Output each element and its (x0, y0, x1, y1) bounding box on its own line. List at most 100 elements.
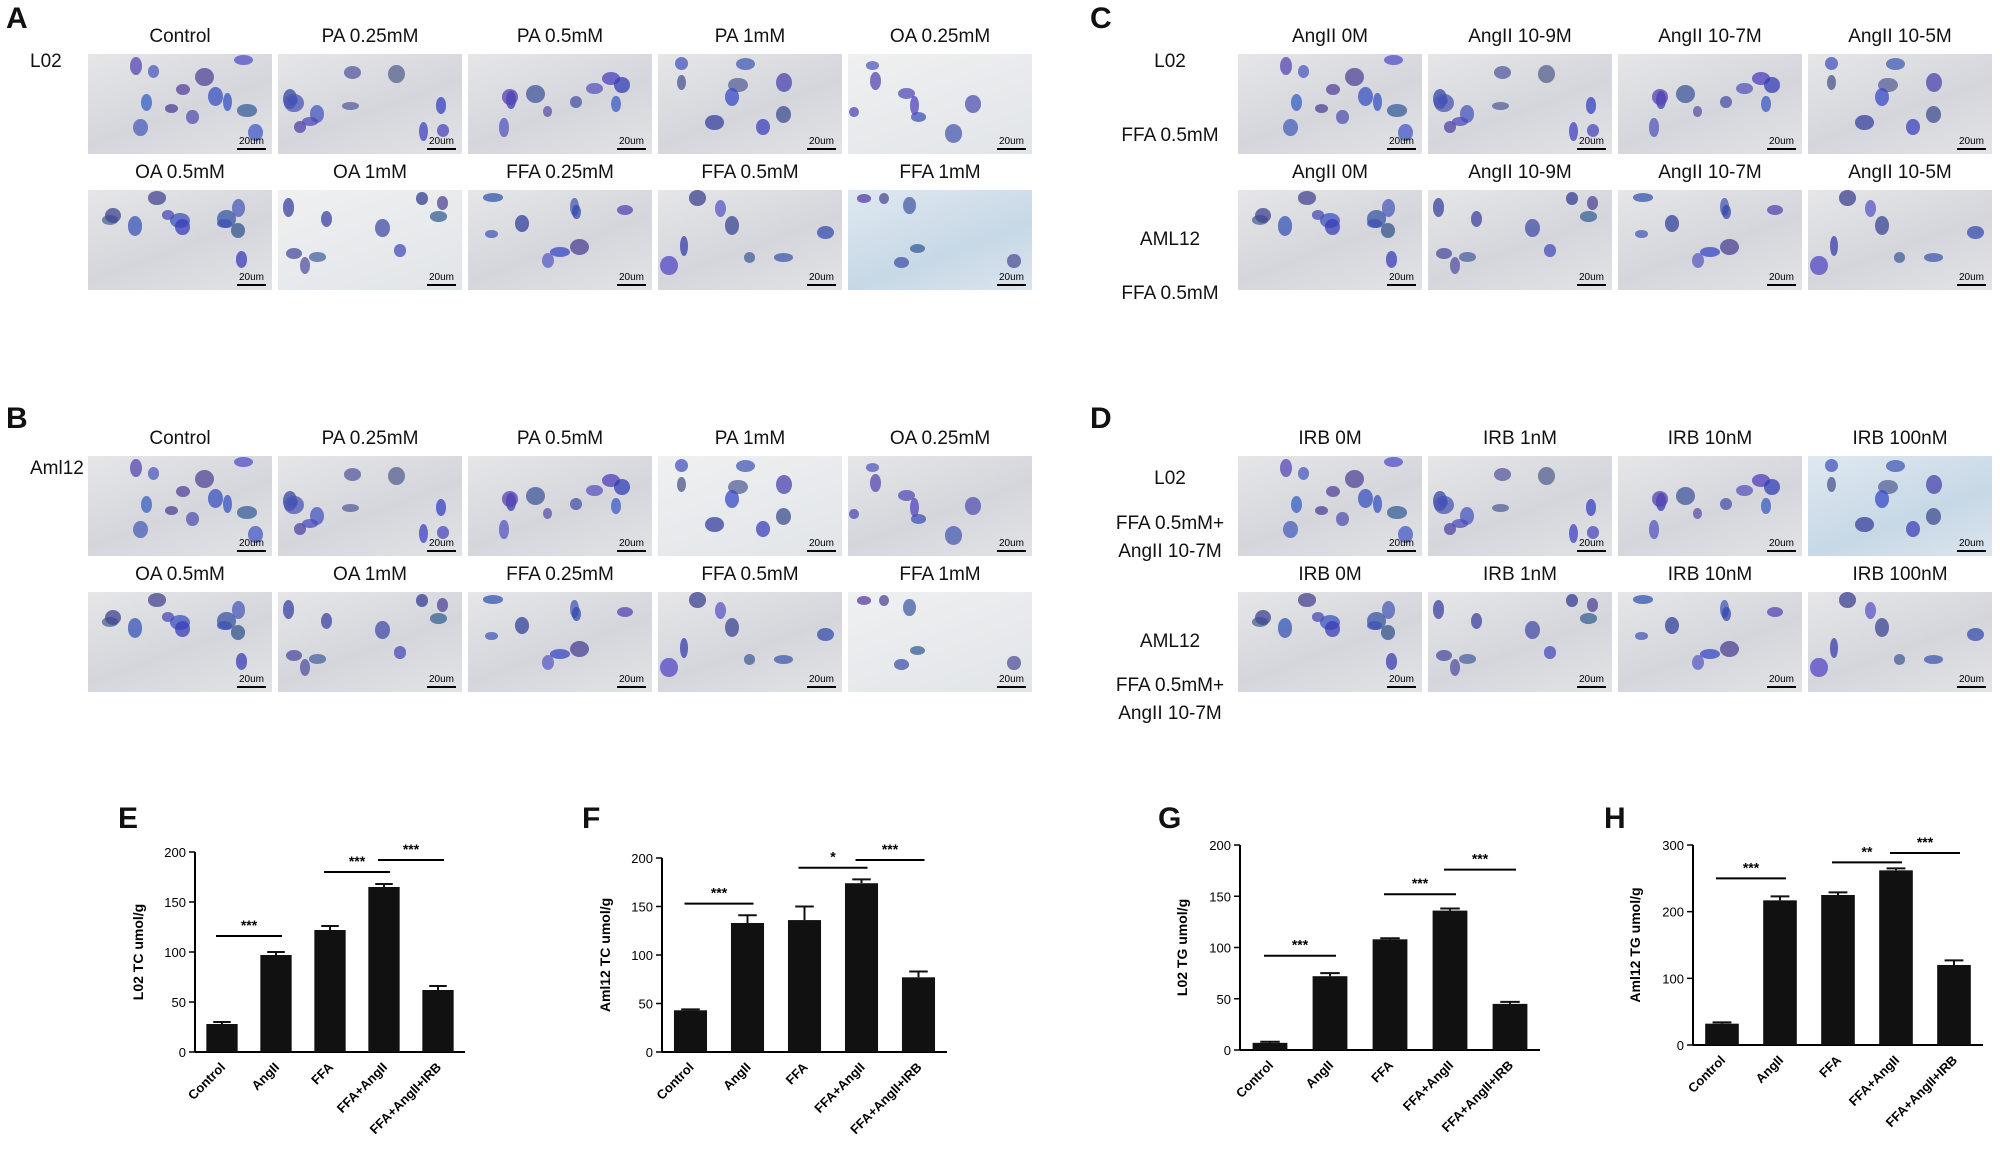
stained-cell (436, 97, 447, 114)
scale-bar: 20um (616, 273, 646, 286)
stained-cell (1312, 210, 1324, 220)
stained-cell (162, 612, 174, 622)
stained-cell (1719, 497, 1733, 511)
stained-cell (233, 457, 253, 468)
chart-e: 0 50 100 150 200 L02 TC umol/g Control AngII FFA… (130, 841, 465, 1137)
x-tick-label: AngII (1303, 1058, 1337, 1092)
stained-cell (1297, 65, 1309, 78)
y-tick-label: 0 (1224, 1043, 1231, 1058)
stained-cell (1432, 198, 1444, 217)
stained-cell (1635, 631, 1649, 641)
panel-b-cell-line: Aml12 (30, 458, 84, 479)
panel-c-title-r2c1: AngII 0M (1291, 162, 1369, 183)
stained-cell (1387, 506, 1407, 519)
stained-cell (1452, 518, 1469, 529)
stained-cell (216, 620, 232, 631)
significance-label: *** (1412, 875, 1429, 891)
stained-cell (1568, 523, 1578, 544)
stained-cell (944, 123, 963, 143)
panel-d-micrograph-r2c4: 20um (1808, 592, 1992, 692)
scale-bar: 20um (426, 675, 456, 688)
stained-cell (1651, 491, 1669, 508)
stained-cell (437, 195, 449, 210)
panel-a-title-r2c2: OA 1mM (333, 162, 407, 183)
stained-cell (501, 491, 519, 508)
stained-cell (1827, 74, 1837, 91)
chart-g: 0 50 100 150 200 L02 TG umol/g Control AngII FFA… (1174, 838, 1540, 1135)
x-tick-label: FFA+AngII (1846, 1053, 1902, 1109)
panel-c-title-r1c4: AngII 10-5M (1848, 26, 1952, 47)
stained-cell (848, 508, 859, 520)
scale-bar: 20um (426, 273, 456, 286)
panel-d-micrograph-r1c2: 20um (1428, 456, 1612, 556)
stained-cell (865, 462, 880, 472)
stained-cell (848, 106, 859, 118)
stained-cell (677, 476, 687, 493)
stained-cell (1699, 649, 1720, 660)
significance-label: *** (349, 853, 366, 869)
stained-cell (1297, 191, 1317, 206)
stained-cell (894, 257, 909, 269)
scale-bar: 20um (1766, 675, 1796, 688)
panel-d-title-r1c3: IRB 10nM (1667, 428, 1753, 449)
stained-cell (1568, 121, 1578, 142)
scale-bar: 20um (1956, 273, 1986, 286)
stained-cell (1925, 474, 1943, 495)
bar-ffa-angii-irb (422, 990, 454, 1052)
panel-d-micrograph-r1c1: 20um (1238, 456, 1422, 556)
panel-c-title-r1c2: AngII 10-9M (1468, 26, 1572, 47)
panel-a-title-r2c4: FFA 0.5mM (701, 162, 799, 183)
stained-cell (1314, 103, 1328, 113)
panel-letter-f: F (582, 802, 601, 835)
panel-b-micrograph-r1c5: 20um (848, 456, 1032, 556)
panel-a-title-r2c3: FFA 0.25mM (506, 162, 614, 183)
stained-cell (285, 247, 303, 259)
stained-cell (1874, 617, 1890, 638)
stained-cell (870, 71, 882, 90)
scale-bar: 20um (996, 675, 1026, 688)
stained-cell (1735, 485, 1753, 497)
stained-cell (1586, 499, 1597, 516)
panel-b-title-r2c1: OA 0.5mM (135, 564, 225, 585)
stained-cell (127, 216, 143, 236)
stained-cell (308, 654, 327, 664)
stained-cell (817, 226, 834, 240)
stained-cell (1692, 105, 1702, 117)
stained-cell (104, 609, 121, 626)
significance-label: ** (1862, 843, 1873, 859)
stained-cell (302, 518, 319, 529)
x-tick-label: FFA (783, 1059, 811, 1087)
stained-cell (910, 514, 927, 524)
x-tick-label: FFA+AngII (811, 1060, 867, 1116)
stained-cell (1291, 94, 1303, 111)
panel-letter-h: H (1604, 802, 1626, 835)
scale-bar: 20um (616, 137, 646, 150)
stained-cell (525, 85, 546, 103)
panel-b-micrograph-r1c2: 20um (278, 456, 462, 556)
panel-a-micrograph-r2c1: 20um (88, 190, 272, 290)
stained-cell (870, 473, 882, 492)
stained-cell (374, 218, 390, 237)
stained-cell (756, 119, 770, 136)
stained-cell (1874, 87, 1889, 107)
stained-cell (674, 458, 688, 473)
stained-cell (485, 229, 499, 239)
panel-letter-d: D (1090, 402, 1112, 435)
panel-a-micrograph-r2c4: 20um (658, 190, 842, 290)
panel-b-micrograph-r2c1: 20um (88, 592, 272, 692)
stained-cell (894, 659, 909, 671)
panel-a-title-r1c1: Control (149, 26, 211, 47)
significance-label: *** (711, 885, 728, 901)
stained-cell (1433, 495, 1454, 515)
panel-letter-c: C (1090, 2, 1112, 35)
panel-c-title-r2c2: AngII 10-9M (1468, 162, 1572, 183)
stained-cell (418, 121, 428, 142)
panel-a-cell-line: L02 (30, 51, 62, 72)
scale-bar: 20um (1956, 137, 1986, 150)
bar-ffa-angii-irb (1492, 1003, 1528, 1050)
stained-cell (1720, 641, 1740, 658)
panel-b-title-r1c5: OA 0.25mM (889, 428, 991, 449)
x-tick-label: Control (1233, 1058, 1276, 1101)
panel-a-title-r1c4: PA 1mM (714, 26, 786, 47)
stained-cell (910, 112, 927, 122)
